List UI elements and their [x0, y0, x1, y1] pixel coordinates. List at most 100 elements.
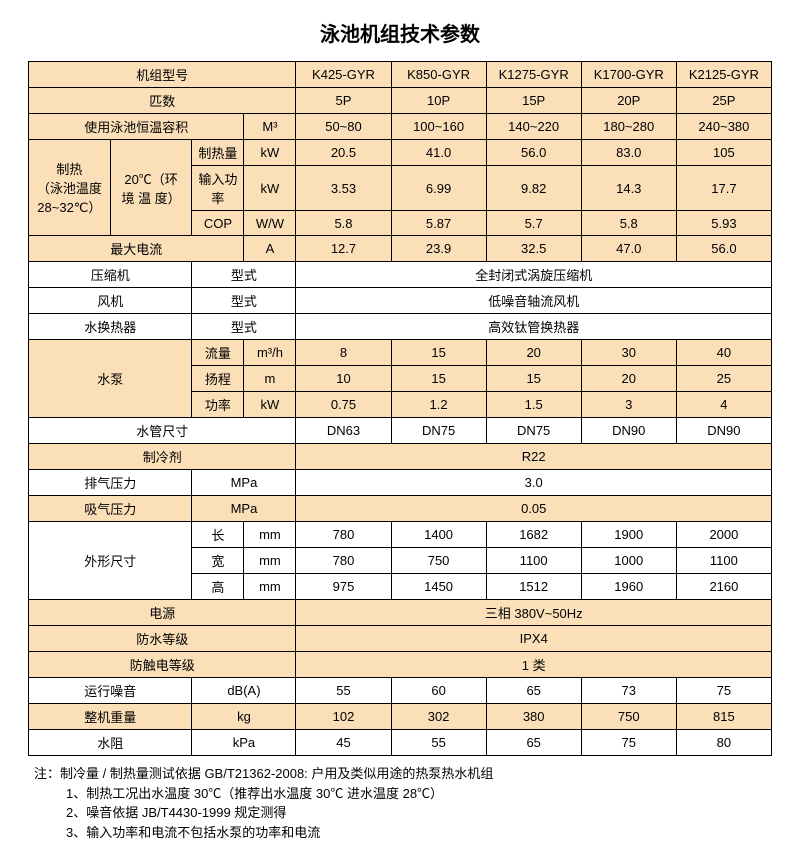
label-heating-cond: 20℃（环 境 温 度）: [110, 140, 192, 236]
cell: 3: [581, 392, 676, 418]
cell: 50~80: [296, 114, 391, 140]
label-max-current: 最大电流: [29, 236, 244, 262]
cell: 80: [676, 730, 771, 756]
cell: 140~220: [486, 114, 581, 140]
cell: 5.7: [486, 211, 581, 236]
cell: 102: [296, 704, 391, 730]
cell: 2160: [676, 574, 771, 600]
label-shock: 防触电等级: [29, 652, 296, 678]
cell: 380: [486, 704, 581, 730]
note-1: 1、制热工况出水温度 30℃（推荐出水温度 30℃ 进水温度 28℃）: [34, 784, 772, 804]
cell: 1960: [581, 574, 676, 600]
cell: 60: [391, 678, 486, 704]
cell: DN90: [581, 418, 676, 444]
cell: 25P: [676, 88, 771, 114]
cell: DN75: [486, 418, 581, 444]
cell: DN63: [296, 418, 391, 444]
cell: 975: [296, 574, 391, 600]
cell: 83.0: [581, 140, 676, 166]
cell: 41.0: [391, 140, 486, 166]
cell: 10P: [391, 88, 486, 114]
label-hp: 匹数: [29, 88, 296, 114]
label-type: 型式: [192, 314, 296, 340]
label-power-supply: 电源: [29, 600, 296, 626]
label-fan: 风机: [29, 288, 192, 314]
cell: 65: [486, 678, 581, 704]
cell: 15: [486, 366, 581, 392]
page-title: 泳池机组技术参数: [28, 18, 772, 47]
cell: 0.75: [296, 392, 391, 418]
cell-hx: 高效钛管换热器: [296, 314, 772, 340]
unit: M³: [244, 114, 296, 140]
label-power-in: 输入功率: [192, 166, 244, 211]
cell: 750: [581, 704, 676, 730]
unit: kW: [244, 166, 296, 211]
cell: 240~380: [676, 114, 771, 140]
label-type: 型式: [192, 262, 296, 288]
cell: 105: [676, 140, 771, 166]
label-head: 扬程: [192, 366, 244, 392]
cell: 780: [296, 548, 391, 574]
cell: 1900: [581, 522, 676, 548]
cell: 17.7: [676, 166, 771, 211]
label-cop: COP: [192, 211, 244, 236]
cell: 5.93: [676, 211, 771, 236]
label-discharge-p: 排气压力: [29, 470, 192, 496]
label-pool-volume: 使用泳池恒温容积: [29, 114, 244, 140]
unit: kg: [192, 704, 296, 730]
model-3: K1700-GYR: [581, 62, 676, 88]
cell: 2000: [676, 522, 771, 548]
unit: A: [244, 236, 296, 262]
cell: 5.8: [296, 211, 391, 236]
label-dims: 外形尺寸: [29, 522, 192, 600]
cell: 47.0: [581, 236, 676, 262]
cell: 9.82: [486, 166, 581, 211]
cell: 55: [296, 678, 391, 704]
model-0: K425-GYR: [296, 62, 391, 88]
cell: 32.5: [486, 236, 581, 262]
cell: 302: [391, 704, 486, 730]
label-suction-p: 吸气压力: [29, 496, 192, 522]
cell: 20P: [581, 88, 676, 114]
cell: 1.2: [391, 392, 486, 418]
cell: 5.87: [391, 211, 486, 236]
cell: 1450: [391, 574, 486, 600]
model-1: K850-GYR: [391, 62, 486, 88]
label-type: 型式: [192, 288, 296, 314]
label-water-res: 水阻: [29, 730, 192, 756]
model-4: K2125-GYR: [676, 62, 771, 88]
label-model: 机组型号: [29, 62, 296, 88]
cell: 6.99: [391, 166, 486, 211]
label-wid: 宽: [192, 548, 244, 574]
unit: MPa: [192, 470, 296, 496]
cell: 1100: [676, 548, 771, 574]
cell: DN75: [391, 418, 486, 444]
label-weight: 整机重量: [29, 704, 192, 730]
unit: kPa: [192, 730, 296, 756]
cell: DN90: [676, 418, 771, 444]
label-len: 长: [192, 522, 244, 548]
cell: 56.0: [486, 140, 581, 166]
cell: 1682: [486, 522, 581, 548]
cell-power-supply: 三相 380V~50Hz: [296, 600, 772, 626]
cell: 15: [391, 340, 486, 366]
cell: 75: [676, 678, 771, 704]
cell: 780: [296, 522, 391, 548]
unit: kW: [244, 140, 296, 166]
cell: 25: [676, 366, 771, 392]
unit: mm: [244, 574, 296, 600]
unit: m: [244, 366, 296, 392]
cell: 45: [296, 730, 391, 756]
cell: 30: [581, 340, 676, 366]
cell: 20: [581, 366, 676, 392]
label-compressor: 压缩机: [29, 262, 192, 288]
cell: 15P: [486, 88, 581, 114]
spec-table: 机组型号 K425-GYR K850-GYR K1275-GYR K1700-G…: [28, 61, 772, 756]
cell: 750: [391, 548, 486, 574]
cell: 1100: [486, 548, 581, 574]
cell-shock: 1 类: [296, 652, 772, 678]
note-lead: 注：制冷量 / 制热量测试依据 GB/T21362-2008: 户用及类似用途的…: [34, 764, 772, 784]
label-pump-power: 功率: [192, 392, 244, 418]
cell: 75: [581, 730, 676, 756]
cell: 56.0: [676, 236, 771, 262]
